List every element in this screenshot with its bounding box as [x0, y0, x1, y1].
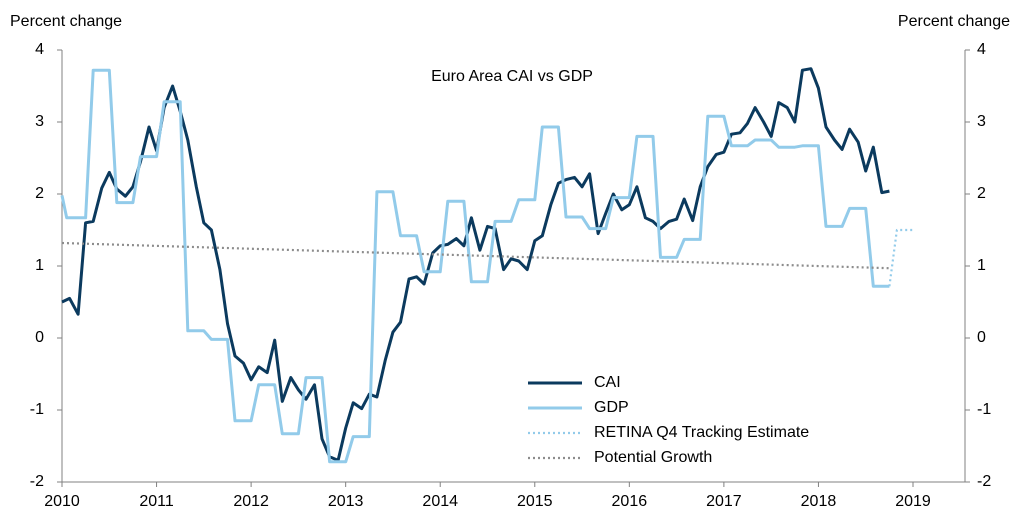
legend-label: Potential Growth	[594, 449, 712, 466]
y2-axis-label: Percent change	[898, 13, 1010, 30]
series-line	[888, 228, 913, 287]
y-tick-label: 3	[35, 113, 44, 130]
x-tick-label: 2018	[801, 493, 837, 510]
y-axis-label: Percent change	[10, 13, 122, 30]
y-tick-label: 0	[35, 329, 44, 346]
legend-label: RETINA Q4 Tracking Estimate	[594, 424, 809, 441]
y-tick-label: 1	[35, 257, 44, 274]
x-tick-label: 2013	[328, 493, 364, 510]
legend-label: GDP	[594, 399, 629, 416]
series-line	[61, 67, 890, 462]
x-tick-label: 2016	[612, 493, 648, 510]
x-tick-label: 2019	[895, 493, 931, 510]
x-tick-label: 2017	[706, 493, 742, 510]
x-tick-label: 2010	[44, 493, 80, 510]
y-tick-label: 2	[35, 185, 44, 202]
y2-tick-label: -1	[977, 401, 991, 418]
y2-tick-label: 3	[977, 113, 986, 130]
y-tick-label: -2	[30, 473, 44, 490]
x-tick-label: 2012	[233, 493, 269, 510]
chart-title: Euro Area CAI vs GDP	[431, 68, 593, 85]
x-tick-label: 2015	[517, 493, 553, 510]
y2-tick-label: 0	[977, 329, 986, 346]
y-tick-label: 4	[35, 41, 44, 58]
y2-tick-label: 2	[977, 185, 986, 202]
x-tick-label: 2011	[139, 493, 174, 510]
y2-tick-label: -2	[977, 473, 991, 490]
legend-label: CAI	[594, 374, 621, 391]
x-tick-label: 2014	[422, 493, 458, 510]
y2-tick-label: 1	[977, 257, 986, 274]
y2-tick-label: 4	[977, 41, 986, 58]
y-tick-label: -1	[30, 401, 44, 418]
series-line	[60, 68, 890, 464]
